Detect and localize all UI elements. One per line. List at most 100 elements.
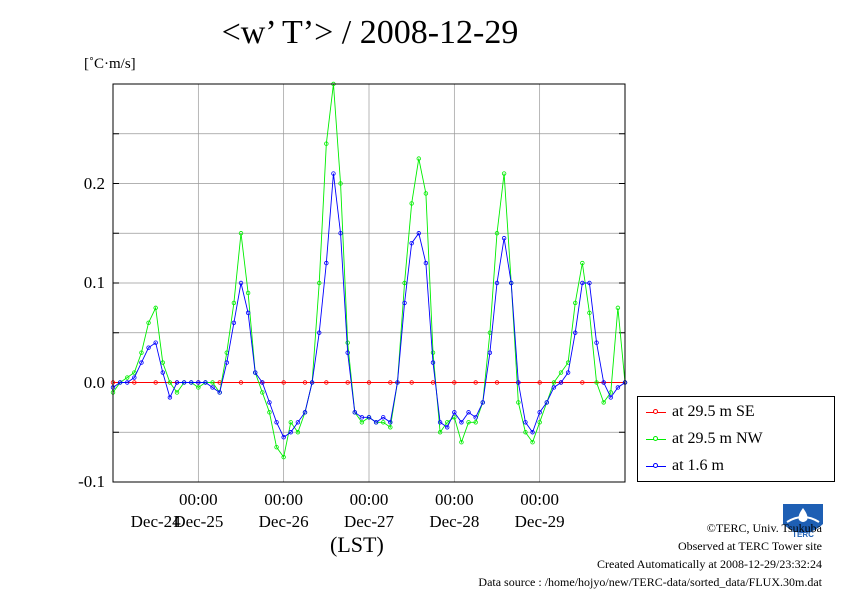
series-layer [110, 81, 628, 460]
legend: at 29.5 m SE at 29.5 m NW at 1.6 m [637, 396, 835, 482]
data-point [338, 181, 343, 186]
data-point [324, 380, 329, 385]
footer-observed: Observed at TERC Tower site [677, 539, 822, 553]
data-point [537, 410, 542, 415]
y-tick-label: 0.0 [83, 372, 105, 392]
data-point [445, 420, 450, 425]
data-point [167, 395, 173, 400]
data-point [587, 310, 592, 316]
data-point [608, 390, 613, 395]
data-point [174, 380, 180, 385]
data-point [245, 310, 251, 316]
data-point [366, 415, 372, 420]
data-point [267, 410, 272, 415]
x-tick-time: 00:00 [178, 490, 218, 509]
data-point [309, 380, 315, 385]
data-point [558, 370, 564, 375]
data-point [345, 340, 350, 345]
footer-source: Data source : /home/hojyo/new/TERC-data/… [478, 575, 822, 589]
data-point [288, 420, 293, 425]
data-point [203, 380, 208, 385]
data-point [437, 420, 443, 425]
data-point [459, 420, 464, 425]
data-point [174, 390, 180, 395]
data-point [573, 330, 578, 335]
data-point [409, 240, 414, 246]
data-point [395, 380, 400, 385]
data-point [494, 280, 500, 286]
data-point [260, 390, 265, 395]
data-point [551, 380, 557, 385]
data-point [189, 380, 194, 385]
data-point [416, 231, 421, 236]
data-point [516, 400, 521, 405]
data-point [615, 385, 621, 390]
data-point [530, 440, 535, 445]
data-point [409, 380, 414, 385]
data-point [281, 454, 286, 460]
x-tick-date: Dec-29 [514, 512, 565, 531]
data-point [544, 400, 549, 405]
plot-frame [112, 83, 626, 483]
data-point [139, 360, 144, 365]
data-point [267, 400, 272, 405]
data-point [238, 231, 244, 236]
data-point [558, 380, 564, 385]
series-2 [110, 171, 628, 440]
data-point [210, 385, 215, 390]
data-point [366, 380, 372, 385]
data-point [381, 420, 386, 425]
data-point [373, 420, 379, 425]
data-point [423, 191, 429, 196]
data-point [196, 380, 201, 385]
legend-label-1-6m: at 1.6 m [672, 457, 724, 474]
data-point [430, 380, 436, 385]
data-point [388, 425, 393, 430]
data-point [146, 320, 151, 325]
x-tick-date: Dec-27 [343, 512, 395, 531]
data-point [338, 231, 343, 236]
data-point [317, 330, 322, 335]
y-tick-label: 0.2 [83, 173, 105, 193]
data-point [274, 444, 279, 450]
footer-copyright: ©TERC, Univ. Tsukuba [706, 521, 822, 535]
data-point [530, 430, 535, 435]
data-point [132, 370, 137, 375]
data-point [516, 380, 521, 385]
data-point [580, 280, 585, 286]
data-point [238, 380, 244, 385]
grid [113, 83, 625, 483]
data-point [288, 430, 293, 435]
data-point [125, 375, 130, 380]
data-point [580, 260, 585, 266]
data-point [473, 415, 478, 420]
data-point [317, 280, 322, 286]
x-tick-date: Dec-28 [429, 512, 480, 531]
data-point [324, 260, 329, 266]
data-point [473, 420, 478, 425]
data-point [281, 435, 286, 440]
data-point [594, 340, 599, 345]
data-point [573, 300, 578, 306]
data-point [402, 280, 407, 286]
data-point [501, 236, 507, 241]
data-point [167, 380, 173, 385]
data-point [217, 390, 222, 395]
data-point [181, 380, 187, 385]
legend-marker-se [644, 406, 668, 418]
data-point [501, 171, 507, 176]
data-point [466, 410, 471, 415]
legend-label-nw: at 29.5 m NW [672, 430, 763, 447]
data-point [608, 395, 613, 400]
data-point [231, 300, 237, 306]
data-point [523, 430, 528, 435]
x-tick-date: Dec-24 [130, 512, 181, 531]
data-point [359, 420, 365, 425]
footer-created: Created Automatically at 2008-12-29/23:3… [597, 557, 822, 571]
data-point [295, 420, 301, 425]
data-point [615, 305, 621, 311]
data-point [238, 280, 244, 286]
x-axis-label: (LST) [330, 532, 384, 557]
data-point [452, 380, 457, 385]
